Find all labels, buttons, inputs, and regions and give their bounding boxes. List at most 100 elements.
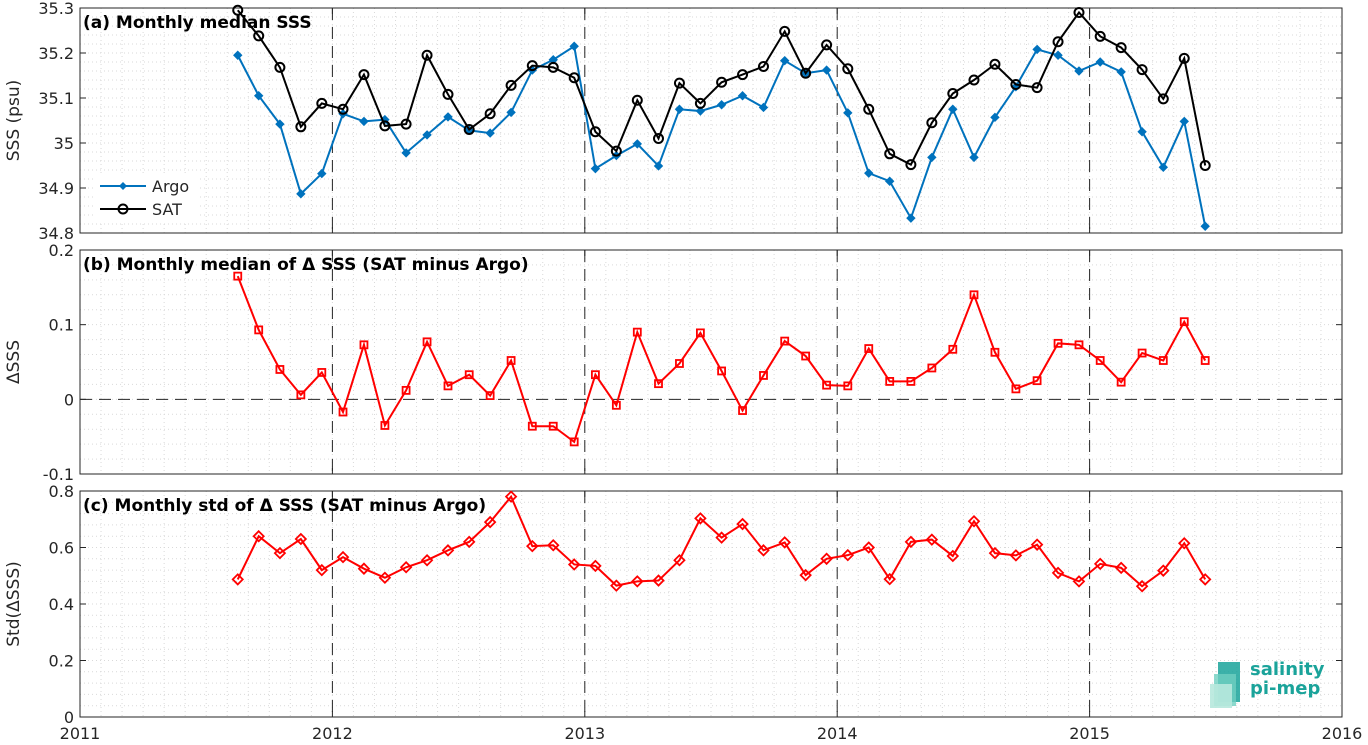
data-point bbox=[252, 529, 265, 543]
data-point bbox=[336, 550, 350, 564]
data-point bbox=[1116, 377, 1126, 387]
data-point bbox=[821, 65, 832, 75]
data-point bbox=[674, 104, 685, 114]
series-line bbox=[236, 9, 1207, 166]
panel-title: (b) Monthly median of Δ SSS (SAT minus A… bbox=[83, 255, 529, 275]
data-point bbox=[1074, 340, 1084, 350]
data-point bbox=[906, 213, 916, 223]
data-point bbox=[1177, 536, 1191, 550]
data-point bbox=[506, 356, 516, 365]
legend-box bbox=[94, 173, 198, 223]
series-line bbox=[236, 275, 1207, 444]
data-point bbox=[653, 161, 664, 171]
data-point bbox=[232, 4, 244, 16]
data-point bbox=[400, 118, 412, 130]
x-tick-label: 2011 bbox=[60, 724, 101, 743]
data-point bbox=[843, 381, 853, 391]
data-point bbox=[653, 133, 665, 144]
y-tick-label: 34.8 bbox=[38, 224, 74, 243]
data-point bbox=[546, 538, 560, 552]
data-point bbox=[315, 563, 329, 577]
data-point bbox=[1200, 221, 1210, 231]
y-tick-label: 0.1 bbox=[49, 316, 74, 335]
y-tick-label: 0 bbox=[64, 708, 74, 727]
data-point bbox=[233, 271, 243, 281]
pimep-logo-icon bbox=[1210, 662, 1240, 708]
data-point bbox=[506, 107, 516, 118]
data-point bbox=[1011, 384, 1021, 394]
data-point bbox=[757, 61, 769, 72]
data-point bbox=[989, 58, 1001, 70]
y-tick-label: 0.6 bbox=[49, 539, 74, 558]
data-point bbox=[738, 406, 747, 415]
data-point bbox=[337, 103, 349, 115]
data-point bbox=[233, 50, 243, 60]
data-point bbox=[420, 553, 434, 567]
data-point bbox=[927, 152, 937, 163]
data-point bbox=[842, 63, 854, 75]
data-point bbox=[759, 371, 768, 380]
legend-label: Argo bbox=[152, 177, 189, 196]
data-point bbox=[1157, 564, 1170, 577]
data-point bbox=[296, 390, 306, 400]
data-point bbox=[1051, 566, 1065, 580]
data-point bbox=[1010, 79, 1022, 90]
data-point bbox=[1009, 549, 1023, 562]
data-point bbox=[715, 531, 728, 544]
data-point bbox=[1158, 356, 1168, 365]
data-point bbox=[736, 517, 749, 531]
data-point bbox=[358, 69, 370, 81]
data-point bbox=[694, 97, 706, 109]
data-point bbox=[610, 145, 622, 157]
data-point bbox=[632, 139, 643, 149]
data-point bbox=[254, 325, 264, 335]
panel-1: 34.8 34.9 35 35.1 35.2 35.3 (a) Monthly median… bbox=[4, 0, 1343, 243]
data-point bbox=[821, 39, 833, 51]
data-point bbox=[801, 351, 811, 361]
y-tick-label: 0.2 bbox=[49, 241, 74, 260]
data-point bbox=[590, 163, 601, 174]
y-axis-label: ΔSSS bbox=[4, 340, 24, 384]
data-point bbox=[948, 104, 958, 114]
data-point bbox=[1030, 538, 1044, 551]
data-point bbox=[401, 385, 411, 395]
data-point bbox=[1200, 356, 1210, 365]
data-point bbox=[652, 574, 665, 587]
data-point bbox=[820, 552, 833, 566]
data-point bbox=[273, 546, 287, 560]
data-point bbox=[863, 103, 875, 115]
data-point bbox=[253, 91, 264, 101]
data-point bbox=[1095, 356, 1105, 365]
data-point bbox=[990, 347, 1000, 357]
data-point bbox=[673, 553, 686, 567]
data-point bbox=[443, 381, 453, 391]
data-point bbox=[885, 377, 895, 386]
data-point bbox=[757, 544, 770, 557]
data-point bbox=[296, 189, 306, 199]
data-point bbox=[275, 365, 285, 374]
data-point bbox=[442, 88, 454, 100]
data-point bbox=[338, 407, 348, 417]
axes-box bbox=[79, 249, 1343, 475]
data-point bbox=[884, 148, 896, 160]
data-point bbox=[927, 363, 937, 373]
data-point bbox=[357, 562, 371, 575]
data-point bbox=[631, 575, 644, 588]
data-point bbox=[589, 559, 602, 573]
data-point bbox=[695, 106, 706, 116]
data-point bbox=[1135, 579, 1149, 593]
data-point bbox=[547, 61, 559, 73]
data-point bbox=[632, 327, 642, 337]
x-tick-label: 2014 bbox=[817, 724, 858, 743]
data-point bbox=[1136, 64, 1148, 76]
data-point bbox=[610, 579, 623, 592]
legend-marker bbox=[117, 203, 129, 215]
data-point bbox=[359, 116, 369, 127]
data-point bbox=[694, 512, 707, 525]
data-point bbox=[904, 535, 918, 549]
legend: Argo SAT bbox=[94, 173, 198, 223]
data-point bbox=[591, 370, 600, 380]
data-point bbox=[526, 60, 538, 72]
data-point bbox=[1053, 50, 1063, 60]
